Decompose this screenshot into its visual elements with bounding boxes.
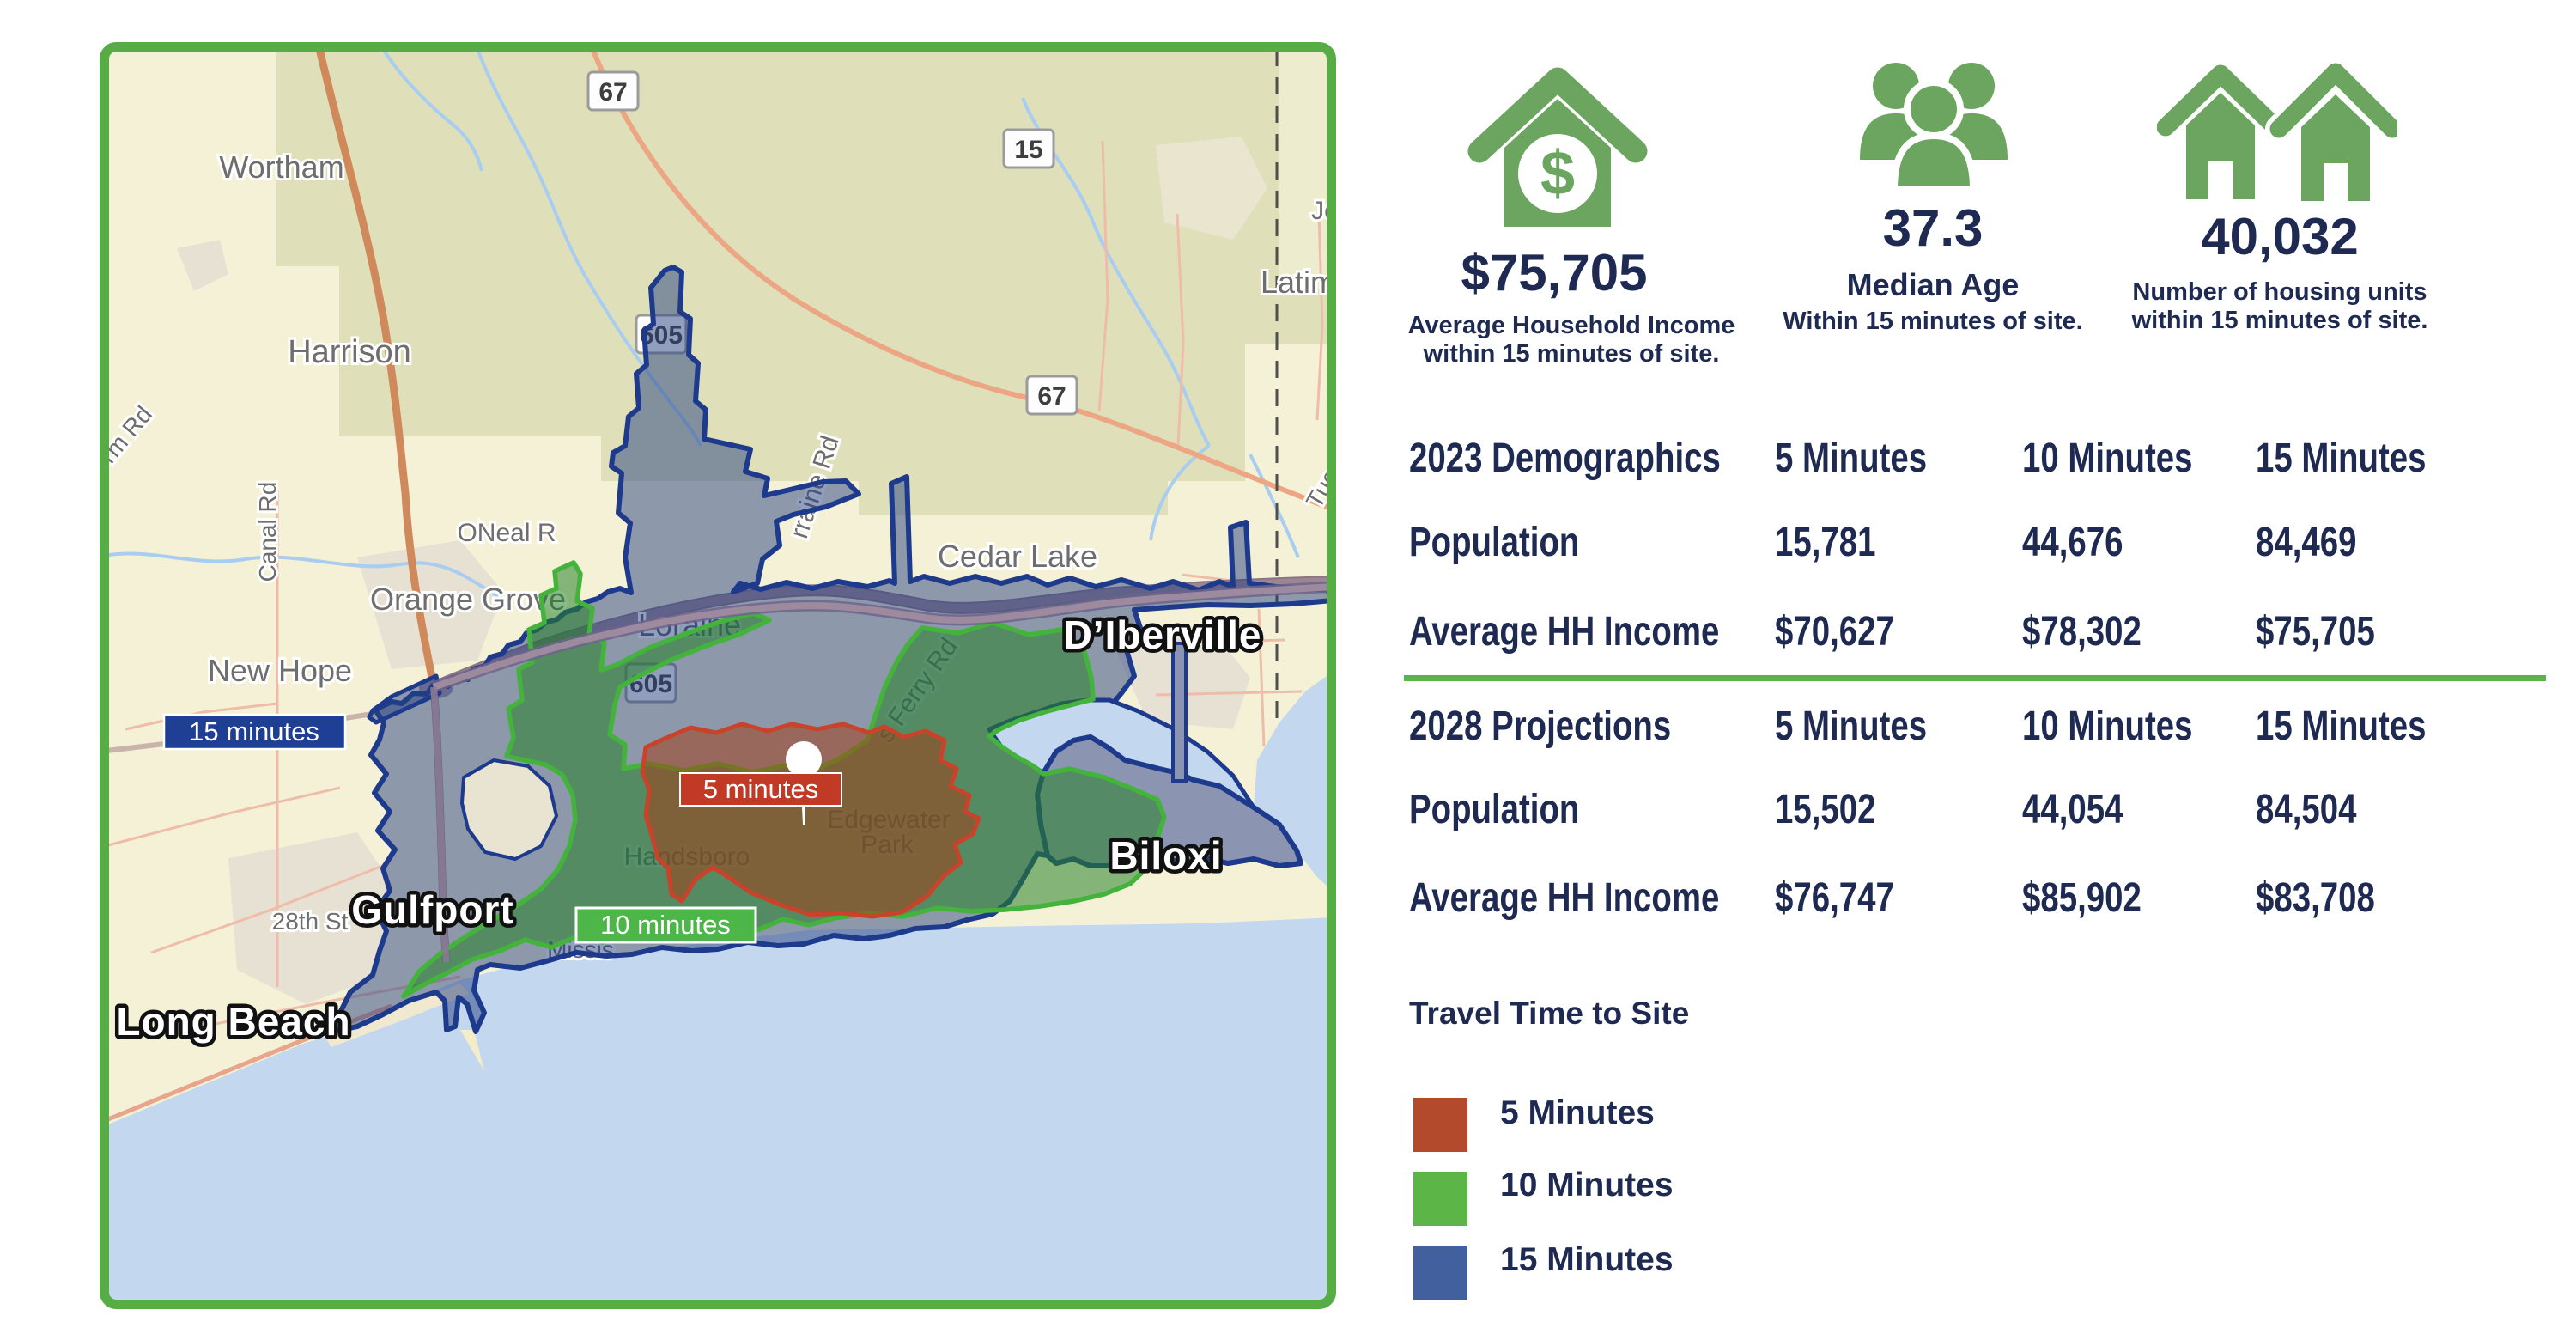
svg-text:Biloxi: Biloxi [1109,833,1222,878]
svg-text:D’Iberville: D’Iberville [1064,612,1262,657]
svg-text:Harrison: Harrison [288,334,411,370]
svg-text:Wortham: Wortham [219,149,343,185]
svg-text:New Hope: New Hope [208,653,352,688]
svg-text:15 minutes: 15 minutes [189,716,319,746]
svg-text:5 minutes: 5 minutes [703,774,818,804]
svg-text:67: 67 [598,78,627,107]
svg-text:$: $ [1540,139,1575,208]
svg-text:Cedar Lake: Cedar Lake [938,539,1097,574]
svg-text:10 minutes: 10 minutes [600,910,731,940]
svg-text:Gulfport: Gulfport [351,887,513,932]
svg-text:Latimer: Latimer [1261,265,1336,300]
svg-text:ONeal R: ONeal R [457,519,556,547]
svg-text:15: 15 [1014,136,1042,164]
svg-text:67: 67 [1037,382,1066,411]
svg-text:Jo: Jo [1311,197,1336,225]
svg-text:Long Beach: Long Beach [116,999,350,1044]
svg-text:Canal Rd: Canal Rd [254,482,281,582]
svg-text:28th St: 28th St [272,908,349,935]
svg-text:Orange Grove: Orange Grove [370,582,566,617]
